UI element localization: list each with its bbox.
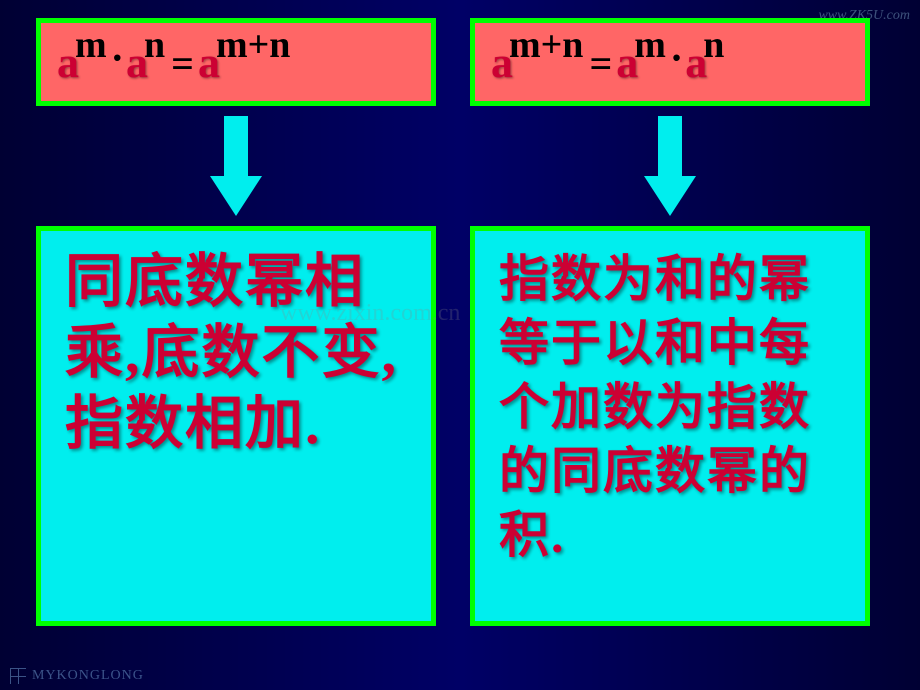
footer-text: MYKONGLONG bbox=[32, 668, 144, 684]
exp-n2: n bbox=[703, 23, 724, 67]
right-text: 指数为和的幂等于以和中每个加数为指数的同底数幂的积. bbox=[499, 247, 841, 567]
equals2: = bbox=[589, 40, 612, 87]
right-arrow-icon bbox=[650, 116, 690, 216]
footer-logo: MYKONGLONG bbox=[10, 668, 144, 684]
left-text-box: 同底数幂相乘,底数不变,指数相加. bbox=[36, 226, 436, 626]
left-arrow-icon bbox=[216, 116, 256, 216]
dot2: · bbox=[670, 34, 683, 81]
right-column: a m+n = a m · a n 指数为和的幂等于以和中每个加数为指数的同底数… bbox=[470, 18, 870, 626]
exp-n: n bbox=[144, 23, 165, 67]
right-text-box: 指数为和的幂等于以和中每个加数为指数的同底数幂的积. bbox=[470, 226, 870, 626]
left-column: a m · a n = a m+n 同底数幂相乘,底数不变,指数相加. bbox=[36, 18, 436, 626]
exp-mn: m+n bbox=[216, 23, 290, 67]
grid-icon bbox=[10, 668, 26, 684]
exp-mn2: m+n bbox=[509, 23, 583, 67]
exp-m: m bbox=[75, 23, 107, 67]
left-text: 同底数幂相乘,底数不变,指数相加. bbox=[65, 247, 407, 459]
right-formula: a m+n = a m · a n bbox=[491, 37, 726, 88]
exp-m2: m bbox=[634, 23, 666, 67]
left-formula-box: a m · a n = a m+n bbox=[36, 18, 436, 106]
equals: = bbox=[171, 40, 194, 87]
right-formula-box: a m+n = a m · a n bbox=[470, 18, 870, 106]
left-formula: a m · a n = a m+n bbox=[57, 37, 292, 88]
dot: · bbox=[111, 34, 124, 81]
